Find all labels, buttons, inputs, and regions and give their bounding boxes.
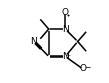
Text: N: N: [62, 52, 69, 61]
Text: O: O: [62, 8, 69, 17]
Text: N: N: [31, 37, 37, 46]
Text: +: +: [66, 53, 71, 58]
Text: −: −: [84, 64, 90, 73]
Text: O: O: [79, 64, 86, 73]
Text: N: N: [62, 25, 69, 34]
